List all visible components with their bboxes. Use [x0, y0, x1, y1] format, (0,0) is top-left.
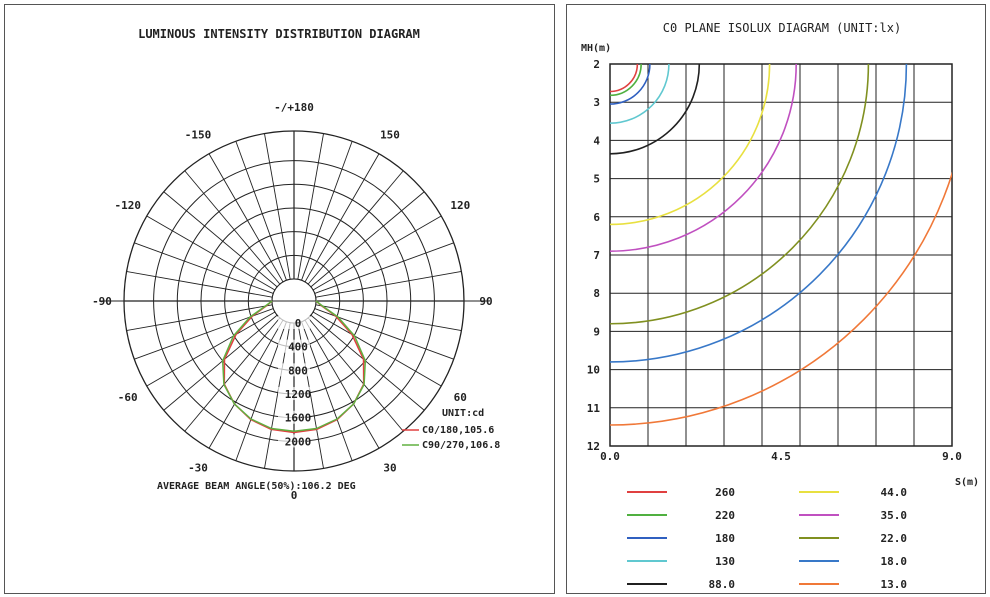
polar-spoke [310, 191, 425, 288]
isolux-legend-item: 22.0 [799, 532, 907, 545]
polar-radial-tick-label: 0 [295, 317, 302, 330]
isolux-legend-label: 44.0 [881, 486, 908, 499]
legend-c0-label: C0/180,105.6 [422, 425, 494, 436]
isolux-y-tick-label: 6 [593, 211, 600, 224]
isolux-y-axis-label: MH(m) [581, 43, 611, 54]
polar-angle-label: -30 [188, 461, 208, 474]
isolux-y-tick-label: 4 [593, 134, 600, 147]
isolux-legend-item: 220 [627, 509, 735, 522]
legend-c90: C90/270,106.8 [402, 440, 500, 451]
polar-spoke [301, 141, 353, 281]
polar-radial-tick-label: 1600 [285, 412, 312, 425]
polar-spoke [297, 133, 324, 280]
polar-spoke [310, 314, 425, 411]
isolux-legend-item: 130 [627, 555, 735, 568]
polar-angle-label: 60 [454, 391, 467, 404]
polar-spoke [146, 311, 276, 387]
isolux-legend-item: 88.0 [627, 578, 735, 591]
isolux-legend-label: 35.0 [881, 509, 908, 522]
isolux-legend-label: 18.0 [881, 555, 908, 568]
isolux-legend-label: 260 [715, 486, 735, 499]
isolux-x-axis-label: S(m) [955, 477, 979, 488]
polar-chart-panel: LUMINOUS INTENSITY DISTRIBUTION DIAGRAM … [4, 4, 555, 594]
polar-spoke [304, 153, 380, 283]
isolux-plot-frame [609, 63, 953, 447]
polar-radial-tick-label: 1200 [285, 388, 312, 401]
isolux-y-tick-label: 5 [593, 173, 600, 186]
isolux-legend-label: 88.0 [709, 578, 736, 591]
polar-angle-label: 30 [383, 461, 396, 474]
isolux-contour [610, 64, 870, 325]
polar-angle-label: -60 [118, 391, 138, 404]
isolux-legend-item: 18.0 [799, 555, 907, 568]
isolux-legend-item: 35.0 [799, 509, 907, 522]
polar-angle-label: -120 [114, 199, 141, 212]
polar-angle-label: 0 [291, 489, 298, 502]
isolux-y-tick-label: 11 [587, 402, 601, 415]
polar-angle-label: -/+180 [274, 101, 314, 114]
isolux-legend-item: 260 [627, 486, 735, 499]
legend-c0: C0/180,105.6 [402, 425, 494, 436]
isolux-legend-item: 13.0 [799, 578, 907, 591]
isolux-x-tick-label: 9.0 [942, 450, 962, 463]
isolux-y-tick-label: 9 [593, 325, 600, 338]
polar-angle-label: 150 [380, 129, 400, 142]
isolux-y-tick-label: 12 [587, 440, 600, 453]
polar-series-curve [223, 300, 365, 434]
beam-angle-footer: AVERAGE BEAM ANGLE(50%):106.2 DEG [157, 481, 356, 492]
isolux-chart-panel: C0 PLANE ISOLUX DIAGRAM (UNIT:lx) MH(m) … [566, 4, 986, 594]
polar-spoke [208, 319, 284, 449]
polar-spoke [315, 304, 462, 331]
isolux-x-tick-label: 4.5 [771, 450, 791, 463]
polar-spoke [315, 271, 462, 298]
polar-spoke [126, 304, 273, 331]
polar-spoke [163, 191, 278, 288]
isolux-legend-item: 44.0 [799, 486, 907, 499]
polar-spoke [134, 242, 274, 294]
polar-spoke [312, 311, 442, 387]
isolux-x-tick-label: 0.0 [600, 450, 620, 463]
legend-c90-label: C90/270,106.8 [422, 440, 500, 451]
polar-radial-tick-label: 2000 [285, 435, 312, 448]
polar-spoke [307, 170, 404, 285]
polar-spoke [304, 319, 380, 449]
polar-title: LUMINOUS INTENSITY DISTRIBUTION DIAGRAM [138, 27, 420, 41]
isolux-legend-label: 220 [715, 509, 735, 522]
polar-radial-tick-label: 400 [288, 341, 308, 354]
polar-angle-label: -150 [185, 129, 212, 142]
polar-spoke [146, 215, 276, 291]
isolux-contour [610, 64, 771, 226]
isolux-y-tick-label: 7 [593, 249, 600, 262]
isolux-legend-label: 180 [715, 532, 735, 545]
polar-angle-label: 120 [450, 199, 470, 212]
isolux-y-tick-label: 2 [593, 58, 600, 71]
polar-spoke [314, 242, 454, 294]
polar-spoke [184, 170, 281, 285]
polar-spoke [312, 215, 442, 291]
polar-spoke [208, 153, 284, 283]
polar-spoke [307, 317, 404, 432]
polar-spoke [163, 314, 278, 411]
polar-angle-label: 90 [479, 295, 492, 308]
isolux-legend-item: 180 [627, 532, 735, 545]
isolux-contour [610, 64, 908, 363]
polar-series-curve [221, 300, 367, 433]
polar-chart: LUMINOUS INTENSITY DISTRIBUTION DIAGRAM … [92, 27, 500, 502]
isolux-legend-label: 13.0 [881, 578, 908, 591]
polar-radial-tick-label: 800 [288, 364, 308, 377]
polar-angle-label: -90 [92, 295, 112, 308]
polar-spoke [235, 141, 287, 281]
polar-spoke [264, 133, 291, 280]
isolux-chart: C0 PLANE ISOLUX DIAGRAM (UNIT:lx) MH(m) … [581, 21, 979, 591]
polar-spoke [184, 317, 281, 432]
isolux-legend-label: 22.0 [881, 532, 908, 545]
isolux-y-tick-label: 8 [593, 287, 600, 300]
isolux-legend-label: 130 [715, 555, 735, 568]
isolux-title: C0 PLANE ISOLUX DIAGRAM (UNIT:lx) [663, 21, 901, 35]
polar-spoke [126, 271, 273, 298]
unit-label: UNIT:cd [442, 408, 484, 419]
isolux-y-tick-label: 10 [587, 364, 600, 377]
isolux-y-tick-label: 3 [593, 96, 600, 109]
